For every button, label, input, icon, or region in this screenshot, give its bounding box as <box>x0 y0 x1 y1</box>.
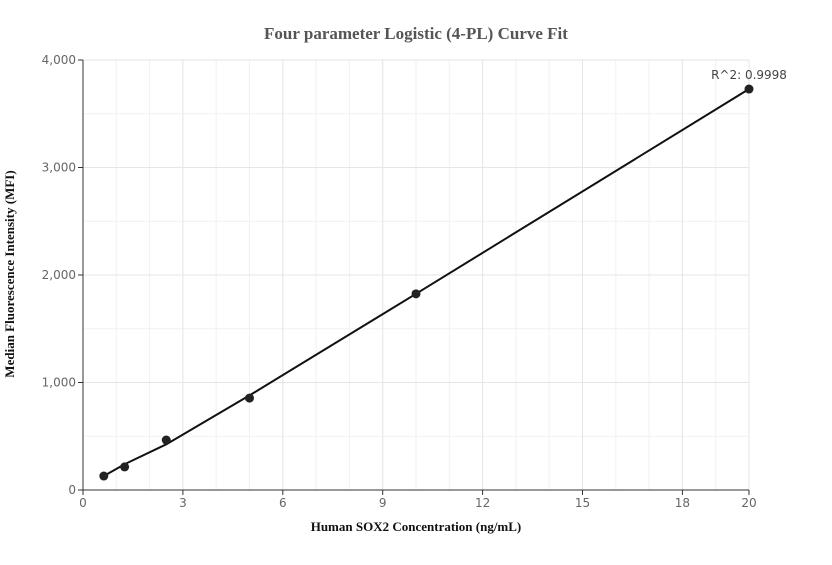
data-points-layer <box>99 84 754 481</box>
data-point <box>245 393 254 403</box>
x-tick-label: 9 <box>379 496 387 510</box>
x-tick-label: 12 <box>475 496 490 510</box>
fit-curve-line <box>103 88 750 477</box>
data-point <box>120 462 130 472</box>
x-tick-label: 20 <box>741 496 756 510</box>
x-tick-label: 0 <box>79 496 87 510</box>
fit-curve-layer <box>103 88 750 477</box>
chart-title: Four parameter Logistic (4-PL) Curve Fit <box>264 24 568 43</box>
data-point <box>99 471 109 481</box>
r-squared-annotation: R^2: 0.9998 <box>711 68 787 82</box>
y-tick-labels: 0 1,000 2,000 3,000 4,000 <box>42 53 76 497</box>
x-tick-label: 6 <box>279 496 287 510</box>
data-point <box>411 289 421 299</box>
x-tick-label: 15 <box>575 496 590 510</box>
data-point <box>744 84 754 94</box>
y-tick-label: 4,000 <box>42 53 76 67</box>
y-tick-label: 0 <box>68 483 76 497</box>
x-tick-label: 3 <box>179 496 187 510</box>
data-point <box>161 435 171 445</box>
y-tick-label: 2,000 <box>42 268 76 282</box>
y-tick-label: 1,000 <box>42 376 76 390</box>
axes <box>78 59 750 495</box>
y-tick-label: 3,000 <box>42 161 76 175</box>
y-axis-title: Median Fluorescence Intensity (MFI) <box>2 170 17 377</box>
x-axis-title: Human SOX2 Concentration (ng/mL) <box>311 519 522 534</box>
x-tick-labels: 0 3 6 9 12 15 18 20 <box>79 496 756 510</box>
x-tick-label: 18 <box>675 496 690 510</box>
